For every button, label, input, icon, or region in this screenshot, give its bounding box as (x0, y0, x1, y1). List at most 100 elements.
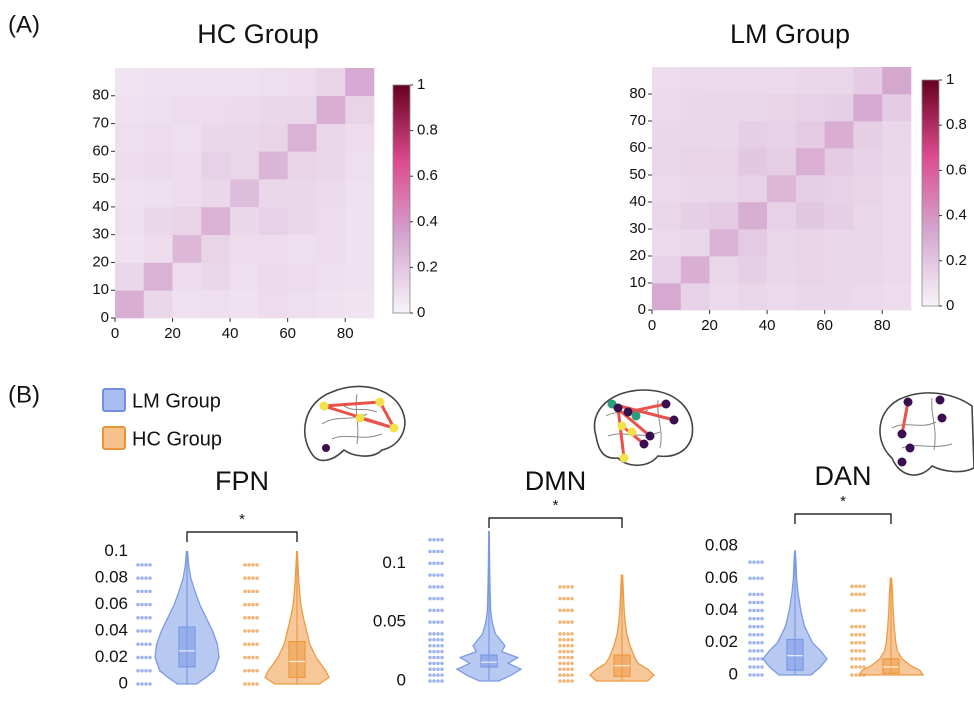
y-tick-label: 0.04 (95, 621, 128, 640)
heatmap-cell (230, 179, 260, 208)
heatmap-cell (738, 283, 768, 311)
x-tick-label: 20 (164, 325, 181, 342)
heatmap-cell (824, 229, 854, 257)
heatmap-cell (201, 206, 231, 235)
heatmap-cell (853, 229, 883, 257)
chart-title: LM Group (730, 19, 850, 49)
heatmap-cell (258, 179, 288, 208)
heatmap-cell (853, 148, 883, 176)
colorbar-tick-label: 0.6 (946, 161, 967, 178)
colorbar-tick-label: 0.8 (946, 116, 967, 133)
x-tick-label: 60 (816, 317, 833, 334)
heatmap-cell (345, 123, 375, 152)
heatmap-cell (230, 68, 260, 97)
heatmap-cell (287, 95, 317, 124)
brain-icon (879, 392, 974, 476)
heatmap-cell (287, 123, 317, 152)
heatmap-cell (652, 148, 682, 176)
heatmap-cell (143, 179, 173, 208)
heatmap-cell (258, 95, 288, 124)
heatmap-cell (824, 148, 854, 176)
heatmap-cell (767, 229, 797, 257)
significance-label: * (840, 493, 846, 510)
heatmap-cell (201, 262, 231, 291)
box (786, 638, 804, 671)
x-tick-label: 0 (648, 317, 656, 334)
heatmap-cell (258, 206, 288, 235)
y-tick-label: 50 (92, 170, 109, 187)
heatmap-cell (115, 95, 145, 124)
heatmap-cell (767, 94, 797, 122)
box (178, 626, 196, 668)
heatmap-cell (824, 283, 854, 311)
y-tick-label: 10 (92, 281, 109, 298)
colorbar-tick-label: 0.8 (417, 122, 438, 139)
heatmap-cell (767, 202, 797, 230)
heatmap-cell (201, 151, 231, 180)
chart-title: HC Group (197, 19, 319, 49)
heatmap-cell (143, 206, 173, 235)
heatmap-cell (709, 94, 739, 122)
chart-title: FPN (215, 466, 269, 496)
chart-title: DMN (525, 466, 587, 496)
heatmap-cell (230, 290, 260, 319)
heatmap-cell (230, 95, 260, 124)
heatmap-cell (258, 290, 288, 319)
heatmap-cell (652, 256, 682, 284)
y-tick-label: 0.02 (705, 632, 738, 651)
heatmap-cell (345, 95, 375, 124)
heatmap-cell (143, 123, 173, 152)
heatmap-cell (345, 151, 375, 180)
heatmap-cell (853, 256, 883, 284)
box (882, 658, 900, 675)
heatmap-cell (258, 123, 288, 152)
heatmap-cell (201, 179, 231, 208)
heatmap-cell (680, 148, 710, 176)
y-tick-label: 0.02 (95, 647, 128, 666)
heatmap-cell (882, 175, 912, 203)
heatmap-cell (115, 123, 145, 152)
heatmap-cell (172, 234, 202, 263)
heatmap-cell (287, 262, 317, 291)
box (480, 654, 498, 668)
y-tick-label: 50 (629, 166, 646, 183)
heatmap-cell (143, 262, 173, 291)
heatmap-cell (709, 283, 739, 311)
heatmap-cell (709, 67, 739, 95)
heatmap-cell (287, 68, 317, 97)
brain-icon (593, 389, 694, 467)
heatmap-cell (143, 151, 173, 180)
significance-label: * (239, 511, 245, 528)
legend-swatch (102, 426, 126, 450)
heatmap-cell (316, 68, 346, 97)
heatmap-cell (795, 67, 825, 95)
colorbar-tick-label: 1 (946, 71, 954, 88)
heatmap-cell (738, 94, 768, 122)
heatmap-cell (882, 283, 912, 311)
heatmap-cell (853, 283, 883, 311)
y-tick-label: 30 (629, 220, 646, 237)
colorbar-tick-label: 0.2 (417, 258, 438, 275)
heatmap-cell (795, 175, 825, 203)
colorbar (392, 84, 411, 314)
heatmap-cell (709, 175, 739, 203)
y-tick-label: 0.1 (382, 553, 406, 572)
heatmap-cell (316, 123, 346, 152)
heatmap-cell (767, 175, 797, 203)
y-tick-label: 0.08 (95, 568, 128, 587)
heatmap-cell (172, 95, 202, 124)
heatmap-cell (652, 67, 682, 95)
heatmap-cell (767, 148, 797, 176)
heatmap-cell (738, 121, 768, 149)
heatmap-cell (143, 234, 173, 263)
heatmap-cell (853, 121, 883, 149)
heatmap-cell (143, 290, 173, 319)
y-tick-label: 0.1 (104, 541, 128, 560)
y-tick-label: 60 (92, 142, 109, 159)
heatmap-cell (738, 256, 768, 284)
y-tick-label: 0.06 (95, 594, 128, 613)
heatmap-cell (738, 148, 768, 176)
heatmap-cell (853, 94, 883, 122)
heatmap-cell (230, 123, 260, 152)
legend-swatch (102, 388, 126, 412)
